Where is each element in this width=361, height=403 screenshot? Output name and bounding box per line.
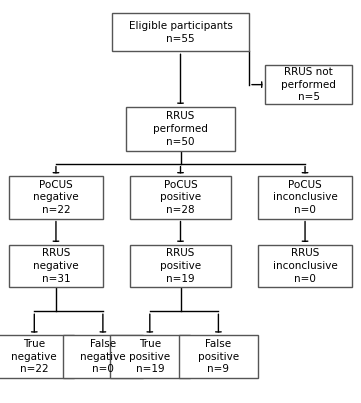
Text: PoCUS
negative
n=22: PoCUS negative n=22 xyxy=(33,180,79,215)
FancyBboxPatch shape xyxy=(0,335,74,378)
Text: False
positive
n=9: False positive n=9 xyxy=(198,339,239,374)
Text: RRUS
performed
n=50: RRUS performed n=50 xyxy=(153,111,208,147)
FancyBboxPatch shape xyxy=(179,335,258,378)
Text: RRUS
positive
n=19: RRUS positive n=19 xyxy=(160,248,201,284)
Text: RRUS not
performed
n=5: RRUS not performed n=5 xyxy=(281,67,336,102)
Text: RRUS
inconclusive
n=0: RRUS inconclusive n=0 xyxy=(273,248,338,284)
Text: True
negative
n=22: True negative n=22 xyxy=(12,339,57,374)
Text: False
negative
n=0: False negative n=0 xyxy=(80,339,126,374)
Text: Eligible participants
n=55: Eligible participants n=55 xyxy=(129,21,232,44)
FancyBboxPatch shape xyxy=(9,177,103,218)
FancyBboxPatch shape xyxy=(63,335,143,378)
Text: RRUS
negative
n=31: RRUS negative n=31 xyxy=(33,248,79,284)
FancyBboxPatch shape xyxy=(112,13,249,51)
FancyBboxPatch shape xyxy=(130,245,231,287)
FancyBboxPatch shape xyxy=(126,107,235,151)
FancyBboxPatch shape xyxy=(110,335,190,378)
FancyBboxPatch shape xyxy=(9,245,103,287)
Text: PoCUS
inconclusive
n=0: PoCUS inconclusive n=0 xyxy=(273,180,338,215)
FancyBboxPatch shape xyxy=(258,177,352,218)
Text: PoCUS
positive
n=28: PoCUS positive n=28 xyxy=(160,180,201,215)
Text: True
positive
n=19: True positive n=19 xyxy=(129,339,170,374)
FancyBboxPatch shape xyxy=(130,177,231,218)
FancyBboxPatch shape xyxy=(258,245,352,287)
FancyBboxPatch shape xyxy=(265,65,352,104)
